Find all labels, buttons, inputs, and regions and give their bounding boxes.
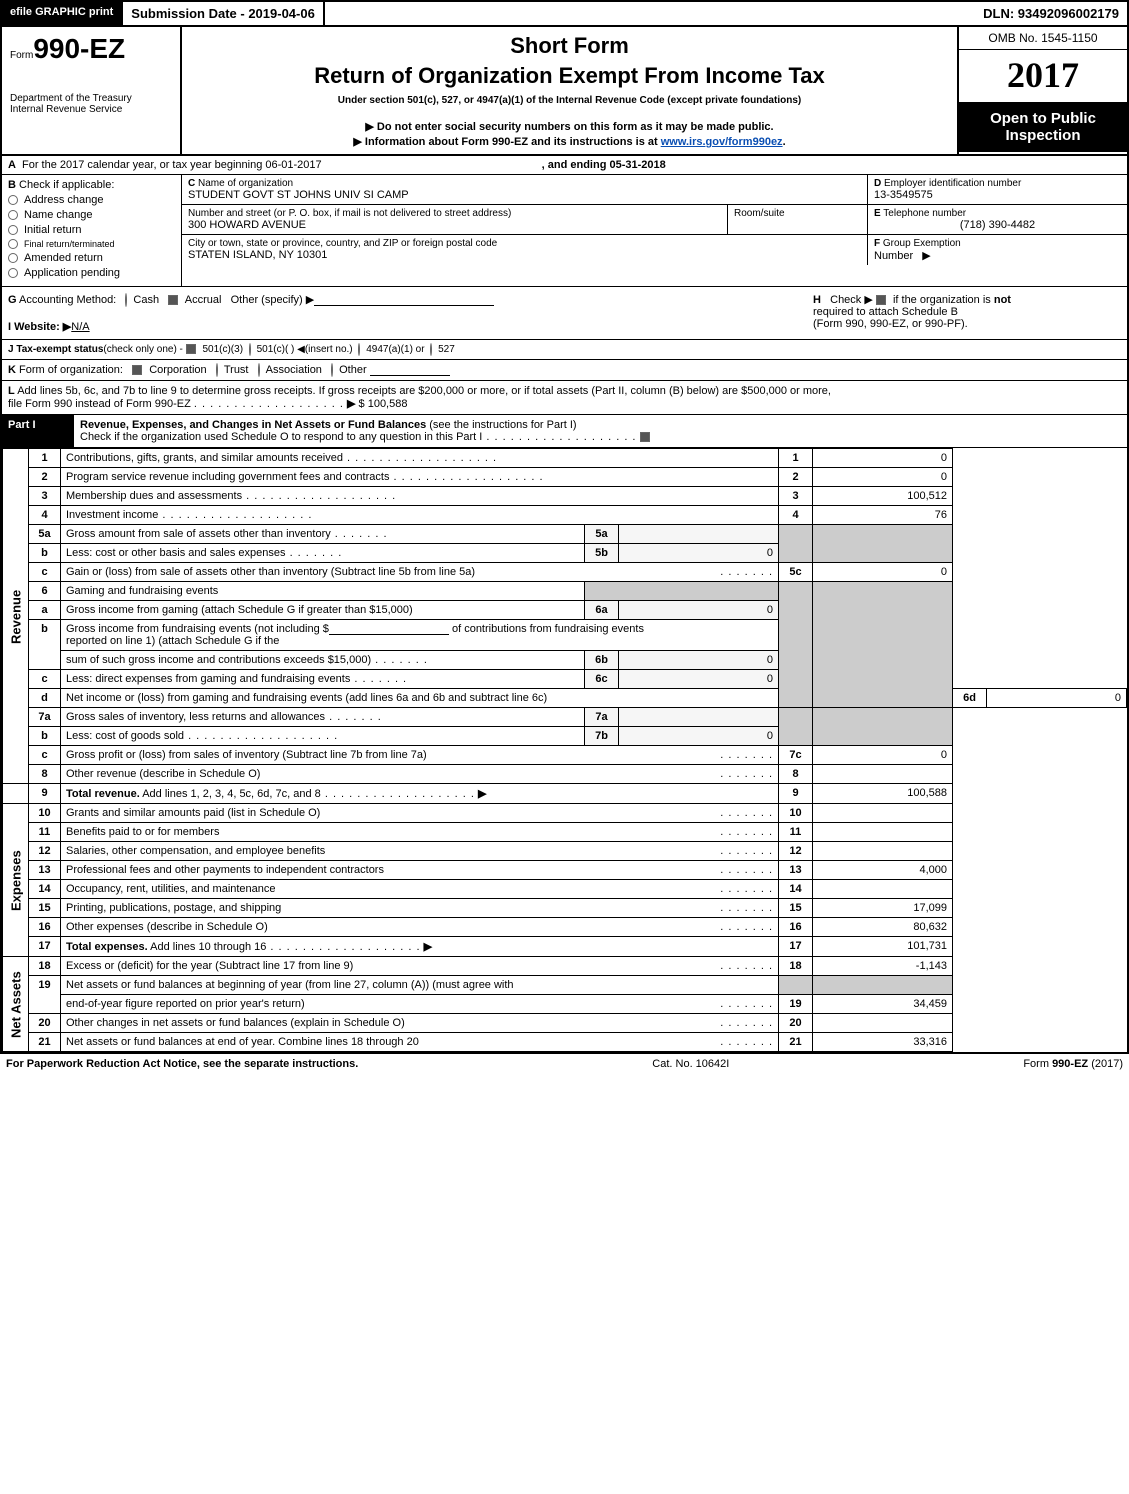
catalog-number: Cat. No. 10642I <box>652 1058 729 1070</box>
side-label-net-assets: Net Assets <box>3 957 29 1052</box>
section-e: E Telephone number (718) 390-4482 <box>867 205 1127 234</box>
section-c-street: Number and street (or P. O. box, if mail… <box>182 205 727 234</box>
part1-header-wrap: Part I Revenue, Expenses, and Changes in… <box>2 415 1127 448</box>
page-footer: For Paperwork Reduction Act Notice, see … <box>0 1054 1129 1074</box>
arrow-icon: ▶ <box>347 398 355 410</box>
section-j: J Tax-exempt status(check only one) - 50… <box>2 340 1127 360</box>
section-c-city: City or town, state or province, country… <box>182 235 867 265</box>
open-to-public: Open to Public Inspection <box>959 102 1127 152</box>
section-c-name: C Name of organization STUDENT GOVT ST J… <box>182 175 867 204</box>
radio-trust[interactable] <box>216 363 218 377</box>
header-left: Form990-EZ Department of the Treasury In… <box>2 27 182 154</box>
short-form-title: Short Form <box>190 33 949 59</box>
dept-irs: Internal Revenue Service <box>10 104 172 115</box>
city-state-zip: STATEN ISLAND, NY 10301 <box>188 249 861 261</box>
radio-association[interactable] <box>258 363 260 377</box>
arrow-icon: ▶ <box>478 788 486 800</box>
section-h: H Check ▶ if the organization is not req… <box>807 287 1127 339</box>
part1-title-row: Revenue, Expenses, and Changes in Net As… <box>74 415 1127 448</box>
check-address-change[interactable]: Address change <box>8 194 175 206</box>
section-gh: G Accounting Method: Cash Accrual Other … <box>2 287 1127 340</box>
section-bcdef: B Check if applicable: Address change Na… <box>2 175 1127 287</box>
header-right: OMB No. 1545-1150 2017 Open to Public In… <box>957 27 1127 154</box>
form-prefix: Form <box>10 50 33 61</box>
val: 0 <box>813 449 953 468</box>
header-mid: Short Form Return of Organization Exempt… <box>182 27 957 154</box>
ein: 13-3549575 <box>874 189 1121 201</box>
check-schedule-o[interactable] <box>640 432 650 442</box>
part1-table: Revenue 1 Contributions, gifts, grants, … <box>2 448 1127 1052</box>
instructions-link[interactable]: www.irs.gov/form990ez <box>661 136 783 148</box>
desc: Contributions, gifts, grants, and simila… <box>61 449 779 468</box>
topbar: efile GRAPHIC print Submission Date - 20… <box>2 2 1127 27</box>
section-k: K Form of organization: Corporation Trus… <box>2 360 1127 381</box>
radio-cash[interactable] <box>125 293 127 307</box>
check-final-return[interactable]: Final return/terminated <box>8 239 175 249</box>
tax-year: 2017 <box>959 50 1127 102</box>
form-ref: Form 990-EZ (2017) <box>1023 1058 1123 1070</box>
radio-501c[interactable] <box>249 343 251 356</box>
radio-4947[interactable] <box>358 343 360 356</box>
tax-year-end: , and ending 05-31-2018 <box>542 159 666 171</box>
radio-accrual[interactable] <box>168 295 178 305</box>
telephone: (718) 390-4482 <box>874 219 1121 231</box>
topbar-left: efile GRAPHIC print Submission Date - 20… <box>2 2 325 25</box>
form-number: 990-EZ <box>33 33 125 64</box>
gross-receipts-amount: $ 100,588 <box>359 398 408 410</box>
arrow-icon: ▶ <box>922 250 930 262</box>
check-application-pending[interactable]: Application pending <box>8 267 175 279</box>
check-corporation[interactable] <box>132 365 142 375</box>
return-title: Return of Organization Exempt From Incom… <box>190 63 949 89</box>
check-h[interactable] <box>876 295 886 305</box>
num: 1 <box>779 449 813 468</box>
other-org-input[interactable] <box>370 364 450 376</box>
website-value: N/A <box>71 321 89 333</box>
section-f: F Group Exemption Number ▶ <box>867 235 1127 265</box>
arrow-icon: ▶ <box>424 941 432 953</box>
arrow-icon: ▶ <box>365 121 373 133</box>
paperwork-notice: For Paperwork Reduction Act Notice, see … <box>6 1058 358 1070</box>
radio-527[interactable] <box>430 343 432 356</box>
label-b: B <box>8 179 16 191</box>
form-header: Form990-EZ Department of the Treasury In… <box>2 27 1127 156</box>
check-name-change[interactable]: Name change <box>8 209 175 221</box>
section-b: B Check if applicable: Address change Na… <box>2 175 182 286</box>
street-address: 300 HOWARD AVENUE <box>188 219 721 231</box>
dept-treasury: Department of the Treasury <box>10 93 172 104</box>
section-cdef: C Name of organization STUDENT GOVT ST J… <box>182 175 1127 286</box>
label-a: A <box>8 159 22 171</box>
tax-year-begin: For the 2017 calendar year, or tax year … <box>22 159 322 171</box>
section-l: L Add lines 5b, 6c, and 7b to line 9 to … <box>2 381 1127 415</box>
fundraising-amount-input[interactable] <box>329 623 449 635</box>
check-amended-return[interactable]: Amended return <box>8 252 175 264</box>
part1-label: Part I <box>2 415 74 448</box>
check-501c3[interactable] <box>186 344 196 354</box>
side-label-revenue: Revenue <box>3 449 29 784</box>
submission-date: Submission Date - 2019-04-06 <box>123 2 325 25</box>
efile-print-button[interactable]: efile GRAPHIC print <box>2 2 123 25</box>
section-i: I Website: ▶ <box>8 321 71 333</box>
ln: 1 <box>29 449 61 468</box>
form-page: efile GRAPHIC print Submission Date - 20… <box>0 0 1129 1054</box>
under-section: Under section 501(c), 527, or 4947(a)(1)… <box>190 95 949 106</box>
radio-other-org[interactable] <box>331 363 333 377</box>
notice-info: ▶ Information about Form 990-EZ and its … <box>190 135 949 148</box>
room-suite: Room/suite <box>727 205 867 234</box>
section-d: D Employer identification number 13-3549… <box>867 175 1127 204</box>
dln: DLN: 93492096002179 <box>975 2 1127 25</box>
label-g: G <box>8 294 17 306</box>
arrow-icon: ▶ <box>353 136 361 148</box>
section-g: G Accounting Method: Cash Accrual Other … <box>2 287 807 339</box>
omb-number: OMB No. 1545-1150 <box>959 27 1127 50</box>
section-a: A For the 2017 calendar year, or tax yea… <box>2 156 1127 175</box>
check-initial-return[interactable]: Initial return <box>8 224 175 236</box>
side-label-expenses: Expenses <box>3 804 29 957</box>
label-h: H <box>813 294 821 306</box>
other-specify-input[interactable] <box>314 294 494 306</box>
org-name: STUDENT GOVT ST JOHNS UNIV SI CAMP <box>188 189 861 201</box>
notice-ssn: ▶ Do not enter social security numbers o… <box>190 120 949 133</box>
